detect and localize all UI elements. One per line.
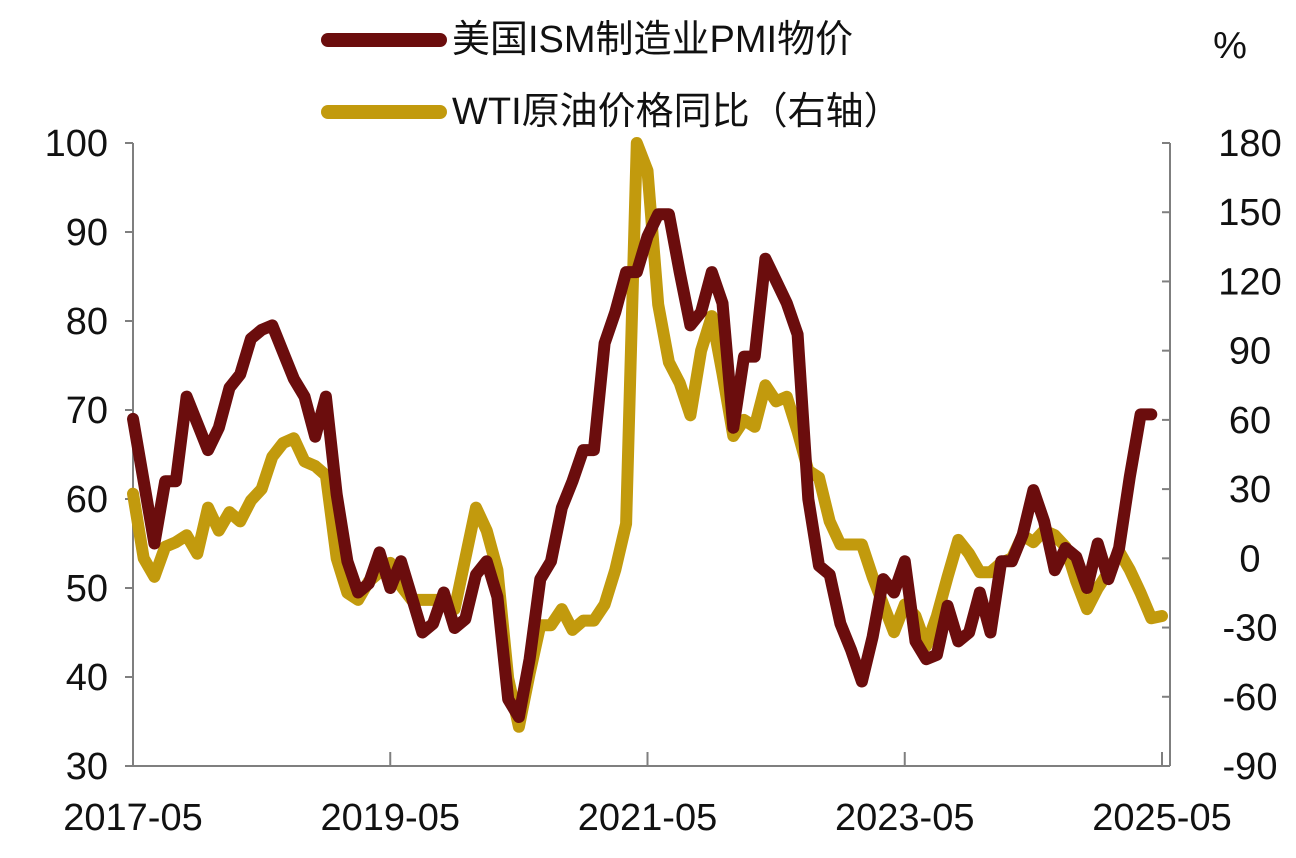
right-tick-label: 0	[1239, 538, 1260, 580]
x-axis-ticks: 2017-05 2019-05 2021-05 2023-05 2025-05	[63, 752, 1232, 839]
left-tick-label: 30	[66, 746, 108, 788]
x-tick-label: 2025-05	[1092, 797, 1231, 839]
legend-label-pmi: 美国ISM制造业PMI物价	[452, 19, 853, 61]
legend-label-wti: WTI原油价格同比（右轴）	[452, 91, 902, 133]
right-tick-label: 120	[1218, 261, 1281, 303]
x-tick-label: 2017-05	[63, 797, 202, 839]
left-tick-label: 60	[66, 479, 108, 521]
left-tick-label: 40	[66, 657, 108, 699]
series-line-wti	[127, 137, 1168, 733]
left-tick-label: 80	[66, 301, 108, 343]
legend: 美国ISM制造业PMI物价 WTI原油价格同比（右轴）	[321, 19, 902, 133]
right-tick-label: -60	[1223, 677, 1278, 719]
right-tick-label: 180	[1218, 123, 1281, 165]
right-tick-label: 60	[1229, 400, 1271, 442]
left-tick-label: 100	[45, 123, 108, 165]
x-tick-label: 2021-05	[578, 797, 717, 839]
right-tick-label: 150	[1218, 192, 1281, 234]
left-tick-label: 50	[66, 568, 108, 610]
x-tick-label: 2019-05	[321, 797, 460, 839]
x-tick-label: 2023-05	[835, 797, 974, 839]
right-axis-unit-label: %	[1213, 25, 1247, 67]
right-tick-label: -30	[1223, 608, 1278, 650]
series-layer	[127, 137, 1168, 733]
left-axis-ticks: 30 40 50 60 70 80 90 100	[45, 123, 133, 788]
left-tick-label: 90	[66, 212, 108, 254]
series-line-pmi	[127, 208, 1158, 723]
right-tick-label: 90	[1229, 331, 1271, 373]
right-axis-ticks: -90 -60 -30 0 30 60 90 120 150 180	[1162, 123, 1282, 788]
right-tick-label: 30	[1229, 469, 1271, 511]
right-tick-label: -90	[1223, 746, 1278, 788]
left-tick-label: 70	[66, 390, 108, 432]
